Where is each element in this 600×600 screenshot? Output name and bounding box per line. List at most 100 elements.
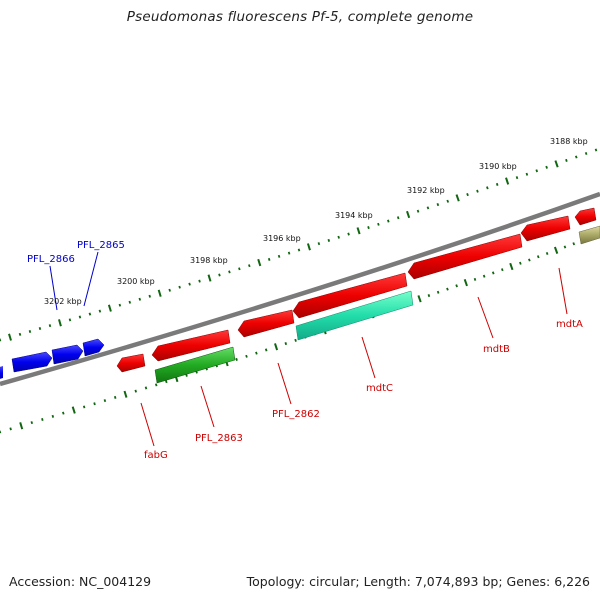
gene-pfl-2862[interactable] xyxy=(237,309,295,338)
outer-ring-tick xyxy=(306,243,311,251)
inner-ring-tick xyxy=(545,251,549,256)
outer-ring-tick xyxy=(88,312,92,316)
outer-ring-tick xyxy=(188,282,191,286)
gene-label-pfl-2865: PFL_2865 xyxy=(77,240,125,251)
outer-ring-tick xyxy=(257,258,262,267)
inner-ring-tick xyxy=(9,427,12,431)
leader-pfl-2863 xyxy=(200,385,215,428)
inner-ring-tick xyxy=(482,274,486,278)
inner-ring-tick xyxy=(154,383,158,387)
outer-ring-tick xyxy=(297,248,301,252)
accession-text: Accession: NC_004129 xyxy=(9,574,152,589)
inner-ring-tick xyxy=(113,395,117,399)
outer-ring-tick xyxy=(107,304,112,312)
inner-ring-tick xyxy=(553,246,559,254)
outer-ring-tick xyxy=(347,232,350,236)
inner-ring-tick xyxy=(528,258,531,262)
outer-ring-tick xyxy=(377,222,380,226)
gene-pfl-2863[interactable] xyxy=(151,329,231,362)
tick-label-3200: 3200 kbp xyxy=(117,277,155,286)
outer-ring-tick xyxy=(48,324,52,328)
outer-ring-tick xyxy=(515,176,519,180)
outer-ring-tick xyxy=(525,172,529,176)
outer-ring-tick xyxy=(248,264,251,268)
outer-ring-tick xyxy=(267,257,271,261)
outer-ring-tick xyxy=(238,267,241,271)
feature-green[interactable] xyxy=(154,346,236,384)
inner-ring-tick xyxy=(563,245,567,249)
gene-label-pfl-2863: PFL_2863 xyxy=(195,433,243,444)
outer-ring-tick xyxy=(98,309,102,313)
inner-ring-tick xyxy=(417,295,422,303)
inner-ring-tick xyxy=(71,406,76,414)
inner-ring-tick xyxy=(165,380,168,384)
outer-ring-tick xyxy=(228,270,231,274)
inner-ring-tick xyxy=(144,386,148,390)
tick-label-3188: 3188 kbp xyxy=(550,137,588,146)
inner-ring-tick xyxy=(274,343,279,351)
outer-ring-tick xyxy=(218,273,221,277)
inner-ring-tick xyxy=(473,277,477,281)
leader-pfl-2866 xyxy=(49,265,58,311)
outer-ring-tick xyxy=(148,294,151,298)
outer-ring-tick xyxy=(367,226,370,230)
outer-ring-tick xyxy=(8,333,12,341)
inner-ring-tick xyxy=(501,268,504,272)
feature-teal[interactable] xyxy=(295,290,414,341)
inner-ring-tick xyxy=(62,411,65,415)
gene-mdtc[interactable] xyxy=(292,272,408,319)
inner-ring-tick xyxy=(572,242,576,246)
outer-ring-tick xyxy=(356,227,361,235)
tick-label-3202: 3202 kbp xyxy=(44,297,82,306)
inner-ring-tick xyxy=(284,342,288,346)
inner-ring-tick xyxy=(245,354,248,358)
outer-ring-tick xyxy=(118,303,122,307)
inner-ring-tick xyxy=(255,351,258,355)
inner-features xyxy=(154,225,600,384)
outer-ring-tick xyxy=(486,186,489,190)
genome-title: Pseudomonas fluorescens Pf-5, complete g… xyxy=(126,9,474,25)
feature-olive[interactable] xyxy=(578,225,600,245)
outer-ring-tick xyxy=(574,155,578,159)
outer-ring-tick xyxy=(157,289,162,297)
outer-ring-tick xyxy=(535,169,539,173)
gene-fabg[interactable] xyxy=(116,353,146,373)
inner-ring-tick xyxy=(93,402,96,406)
outer-ring-tick xyxy=(287,251,291,255)
inner-ring-tick xyxy=(536,255,540,259)
outer-ring-tick xyxy=(277,254,281,258)
outer-ring-tick xyxy=(545,165,548,169)
genome-backbone xyxy=(0,191,600,387)
inner-ring-tick xyxy=(436,290,440,294)
outer-ring-tick xyxy=(128,300,132,304)
outer-ring-tick xyxy=(436,202,440,207)
inner-ring-tick xyxy=(134,389,137,393)
inner-ring-tick xyxy=(82,405,86,409)
gene-pfl-2865[interactable] xyxy=(51,344,84,365)
inner-ring-tick xyxy=(123,390,128,398)
label-leader-lines xyxy=(49,251,568,447)
gene-mdtb[interactable] xyxy=(407,233,523,280)
tick-label-3192: 3192 kbp xyxy=(407,186,445,195)
gene-label-mdtb: mdtB xyxy=(483,344,510,355)
gene-left-edge[interactable] xyxy=(0,366,3,380)
gene-pfl-2864[interactable] xyxy=(82,338,105,357)
leader-pfl-2862 xyxy=(277,362,292,405)
outer-ring-tick xyxy=(168,288,171,292)
inner-ring-tick xyxy=(30,421,34,425)
outer-ring-tick xyxy=(58,319,62,327)
outer-ring-tick xyxy=(584,151,588,156)
outer-ring-tick xyxy=(396,216,400,220)
leader-fabg xyxy=(140,402,155,447)
outer-tick-ring xyxy=(0,148,598,342)
outer-ring-tick xyxy=(466,192,469,197)
inner-ring-tick xyxy=(51,414,55,418)
inner-ring-tick xyxy=(19,422,24,430)
gene-right-edge[interactable] xyxy=(574,207,597,226)
tick-label-3194: 3194 kbp xyxy=(335,211,373,220)
gene-mdta[interactable] xyxy=(520,215,571,242)
inner-ring-tick xyxy=(41,417,44,421)
outer-ring-tick xyxy=(68,318,72,322)
gene-pfl-2866[interactable] xyxy=(11,351,53,373)
